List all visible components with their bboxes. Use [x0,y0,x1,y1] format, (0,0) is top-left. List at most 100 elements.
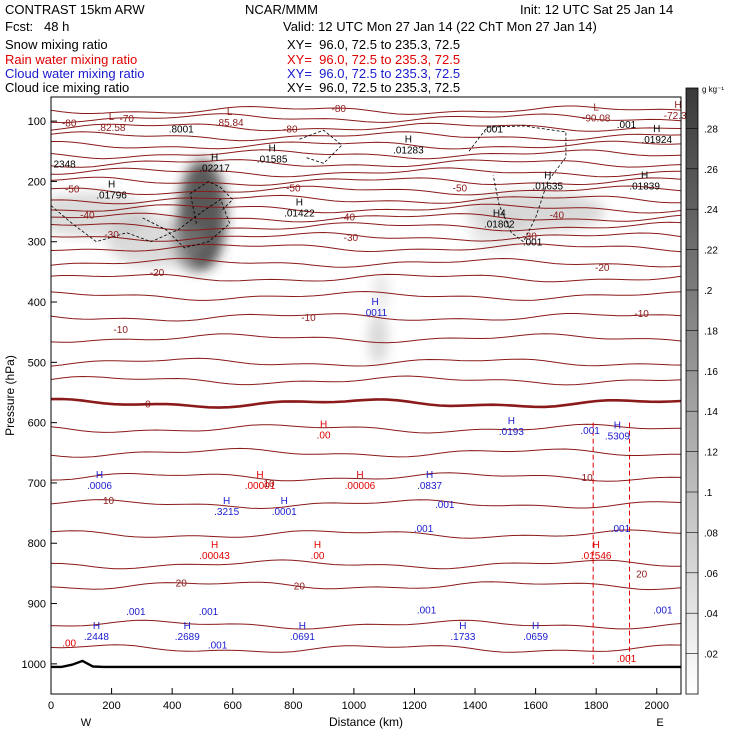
x-tick-label: 1400 [463,700,487,712]
temperature-contour [51,203,681,214]
temperature-contour [51,559,681,570]
temperature-contour [51,472,681,482]
temperature-contour [51,176,681,186]
cloud-ice-contour [299,129,343,164]
x-tick-label: 1600 [523,700,547,712]
y-tick-label: 700 [28,478,46,490]
temperature-contour [51,185,681,196]
west-label: W [81,717,92,729]
contour-value-label: .001 [617,120,637,131]
temperature-contour [51,290,681,301]
colorbar-tick-label: .2 [704,286,713,297]
extremum-marker: H [508,416,515,427]
field-snow-xy: XY= 96.0, 72.5 to 235.3, 72.5 [287,37,461,52]
extremum-marker: H [674,100,681,111]
contour-labels: -80 -80 -80 -70 -50 -50 -50 -40 -40 -40 -30 -30 -30 -… [54,100,693,665]
temperature-label: -20 [150,268,165,279]
ground-line [51,659,681,669]
extremum-marker: H [299,621,306,632]
temperature-label: 0 [145,399,151,410]
extremum-marker: H [211,540,218,551]
extremum-value: .01283 [393,145,424,156]
contour-value-label: .001 [617,654,637,665]
extremum-marker: H [356,470,363,481]
extremum-marker: H [296,198,303,209]
contour-value-label: 2348 [54,159,77,170]
extremum-marker: L [593,102,599,113]
temperature-contour [51,159,681,168]
contour-value-label: .001 [126,607,146,618]
valid-time: Valid: 12 UTC Mon 27 Jan 14 (22 ChT Mon … [283,19,597,34]
temperature-contour [51,122,681,132]
temperature-label: -50 [286,183,301,194]
field-snow-name: Snow mixing ratio [5,37,108,52]
temperature-contour [51,375,681,386]
colorbar-tick-label: .14 [704,407,718,418]
temperature-label: -40 [341,212,356,223]
extremum-marker: H [314,540,321,551]
extremum-marker: H [320,419,327,430]
temperature-contour [51,167,681,178]
extremum-value: .5309 [605,432,630,443]
temperature-contour [51,140,681,150]
field-cloud-water-xy: XY= 96.0, 72.5 to 235.3, 72.5 [287,66,461,81]
extremum-marker: H [211,152,218,163]
temperature-label: -70 [119,114,134,125]
field-rain-name: Rain water mixing ratio [5,52,138,67]
contour-value-label: .00 [62,639,76,650]
y-axis-label: Pressure (hPa) [3,355,17,436]
y-tick-label: 1000 [22,659,46,671]
temperature-contour [51,313,681,322]
temperature-label: -50 [65,185,80,196]
model-name: CONTRAST 15km ARW [5,2,145,17]
temperature-contour [51,447,681,458]
extremum-value: .85.84 [216,118,244,129]
temperature-contour [51,243,681,253]
temperature-contour [51,397,681,409]
contour-value-label: .001 [417,606,437,617]
temperature-label: -10 [113,325,128,336]
contour-value-label: .001 [653,606,673,617]
extremum-marker: H [641,170,648,181]
temperature-label: -40 [80,211,95,222]
extremum-value: .00001 [245,481,276,492]
extremum-marker: H [184,621,191,632]
temperature-label: -40 [550,211,565,222]
temperature-label: 20 [636,569,648,580]
temperature-label: 10 [264,479,276,490]
colorbar-tick-label: .04 [704,609,718,620]
y-tick-label: 600 [28,418,46,430]
extremum-value: .02217 [199,163,230,174]
y-tick-label: 900 [28,599,46,611]
temperature-contour [51,231,681,242]
extremum-value: .2689 [175,632,200,643]
extremum-value: .3215 [214,507,239,518]
y-tick-label: 400 [28,297,46,309]
contour-value-label: .001 [414,524,434,535]
colorbar-tick-label: .24 [704,205,718,216]
extremum-marker: H [614,421,621,432]
temperature-contour [51,221,681,232]
y-tick-label: 100 [28,116,46,128]
extremum-value: .01585 [257,154,288,165]
snow-shading-blob [368,312,389,365]
contour-value-label: .001 [208,641,228,652]
extremum-marker: H [544,170,551,181]
y-tick-label: 200 [28,176,46,188]
extremum-marker: H [653,124,660,135]
temperature-label: -80 [283,124,298,135]
temperature-contour [51,113,681,124]
temperature-label: 10 [103,496,115,507]
field-cloud-water-name: Cloud water mixing ratio [5,66,145,81]
colorbar-bar [685,87,699,695]
contour-value-label: .001 [435,500,455,511]
temperature-contour [51,333,681,344]
temperature-label: -10 [634,309,649,320]
extremum-marker: H [96,470,103,481]
extremum-value: .82.58 [98,123,126,134]
init-time: Init: 12 UTC Sat 25 Jan 14 [520,2,674,17]
forecast-hour: Fcst: 48 h [5,19,70,34]
temperature-contour [51,273,681,283]
colorbar-tick-label: .02 [704,650,718,661]
